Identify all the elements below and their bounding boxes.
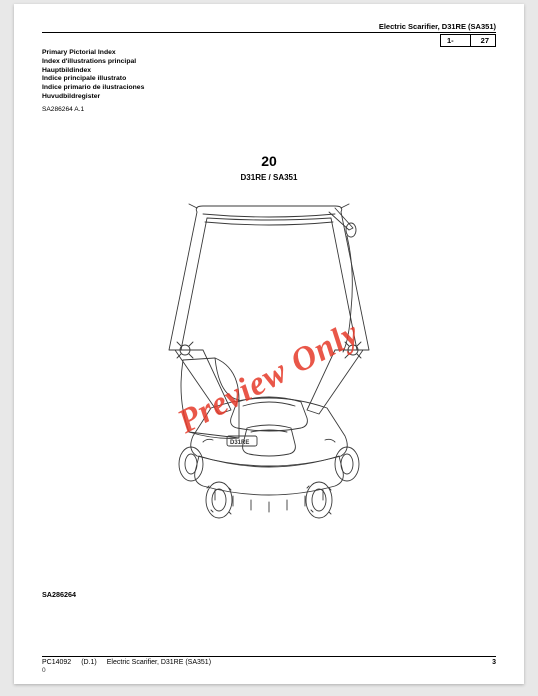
header-rule [42, 32, 496, 33]
figure-page-number: 20 [42, 153, 496, 169]
range-to: 27 [471, 35, 495, 46]
footer-title: Electric Scarifier, D31RE (SA351) [107, 659, 211, 666]
scarifier-line-drawing: D31RE [119, 200, 419, 530]
figure-model: D31RE / SA351 [42, 173, 496, 182]
footer-page: 3 [492, 659, 496, 674]
page-range-box: 1- 27 [440, 34, 496, 47]
index-title-fr: Index d'illustrations principal [42, 58, 496, 67]
range-from: 1- [441, 35, 471, 46]
doc-ref: SA286264 A.1 [42, 106, 496, 113]
header-right: Electric Scarifier, D31RE (SA351) 1- 27 [42, 22, 496, 47]
index-title-en: Primary Pictorial Index [42, 49, 496, 58]
index-title-es: Indice primario de ilustraciones [42, 84, 496, 93]
index-title-it: Indice principale illustrato [42, 75, 496, 84]
badge-text: D31RE [230, 440, 249, 446]
index-title-de: Hauptbildindex [42, 67, 496, 76]
footer-sub: 0 [42, 667, 211, 674]
figure-heading: 20 D31RE / SA351 [42, 153, 496, 182]
product-line: Electric Scarifier, D31RE (SA351) [42, 22, 496, 31]
illustration: D31RE Preview Only [119, 200, 419, 530]
document-page: Electric Scarifier, D31RE (SA351) 1- 27 … [14, 4, 524, 684]
footer-rev: (D.1) [81, 659, 97, 666]
footer-catalog: PC14092 [42, 659, 71, 666]
index-titles: Primary Pictorial Index Index d'illustra… [42, 49, 496, 102]
page-footer: PC14092 (D.1) Electric Scarifier, D31RE … [42, 656, 496, 674]
index-title-sv: Huvudbildregister [42, 93, 496, 102]
figure-ref: SA286264 [42, 590, 496, 599]
